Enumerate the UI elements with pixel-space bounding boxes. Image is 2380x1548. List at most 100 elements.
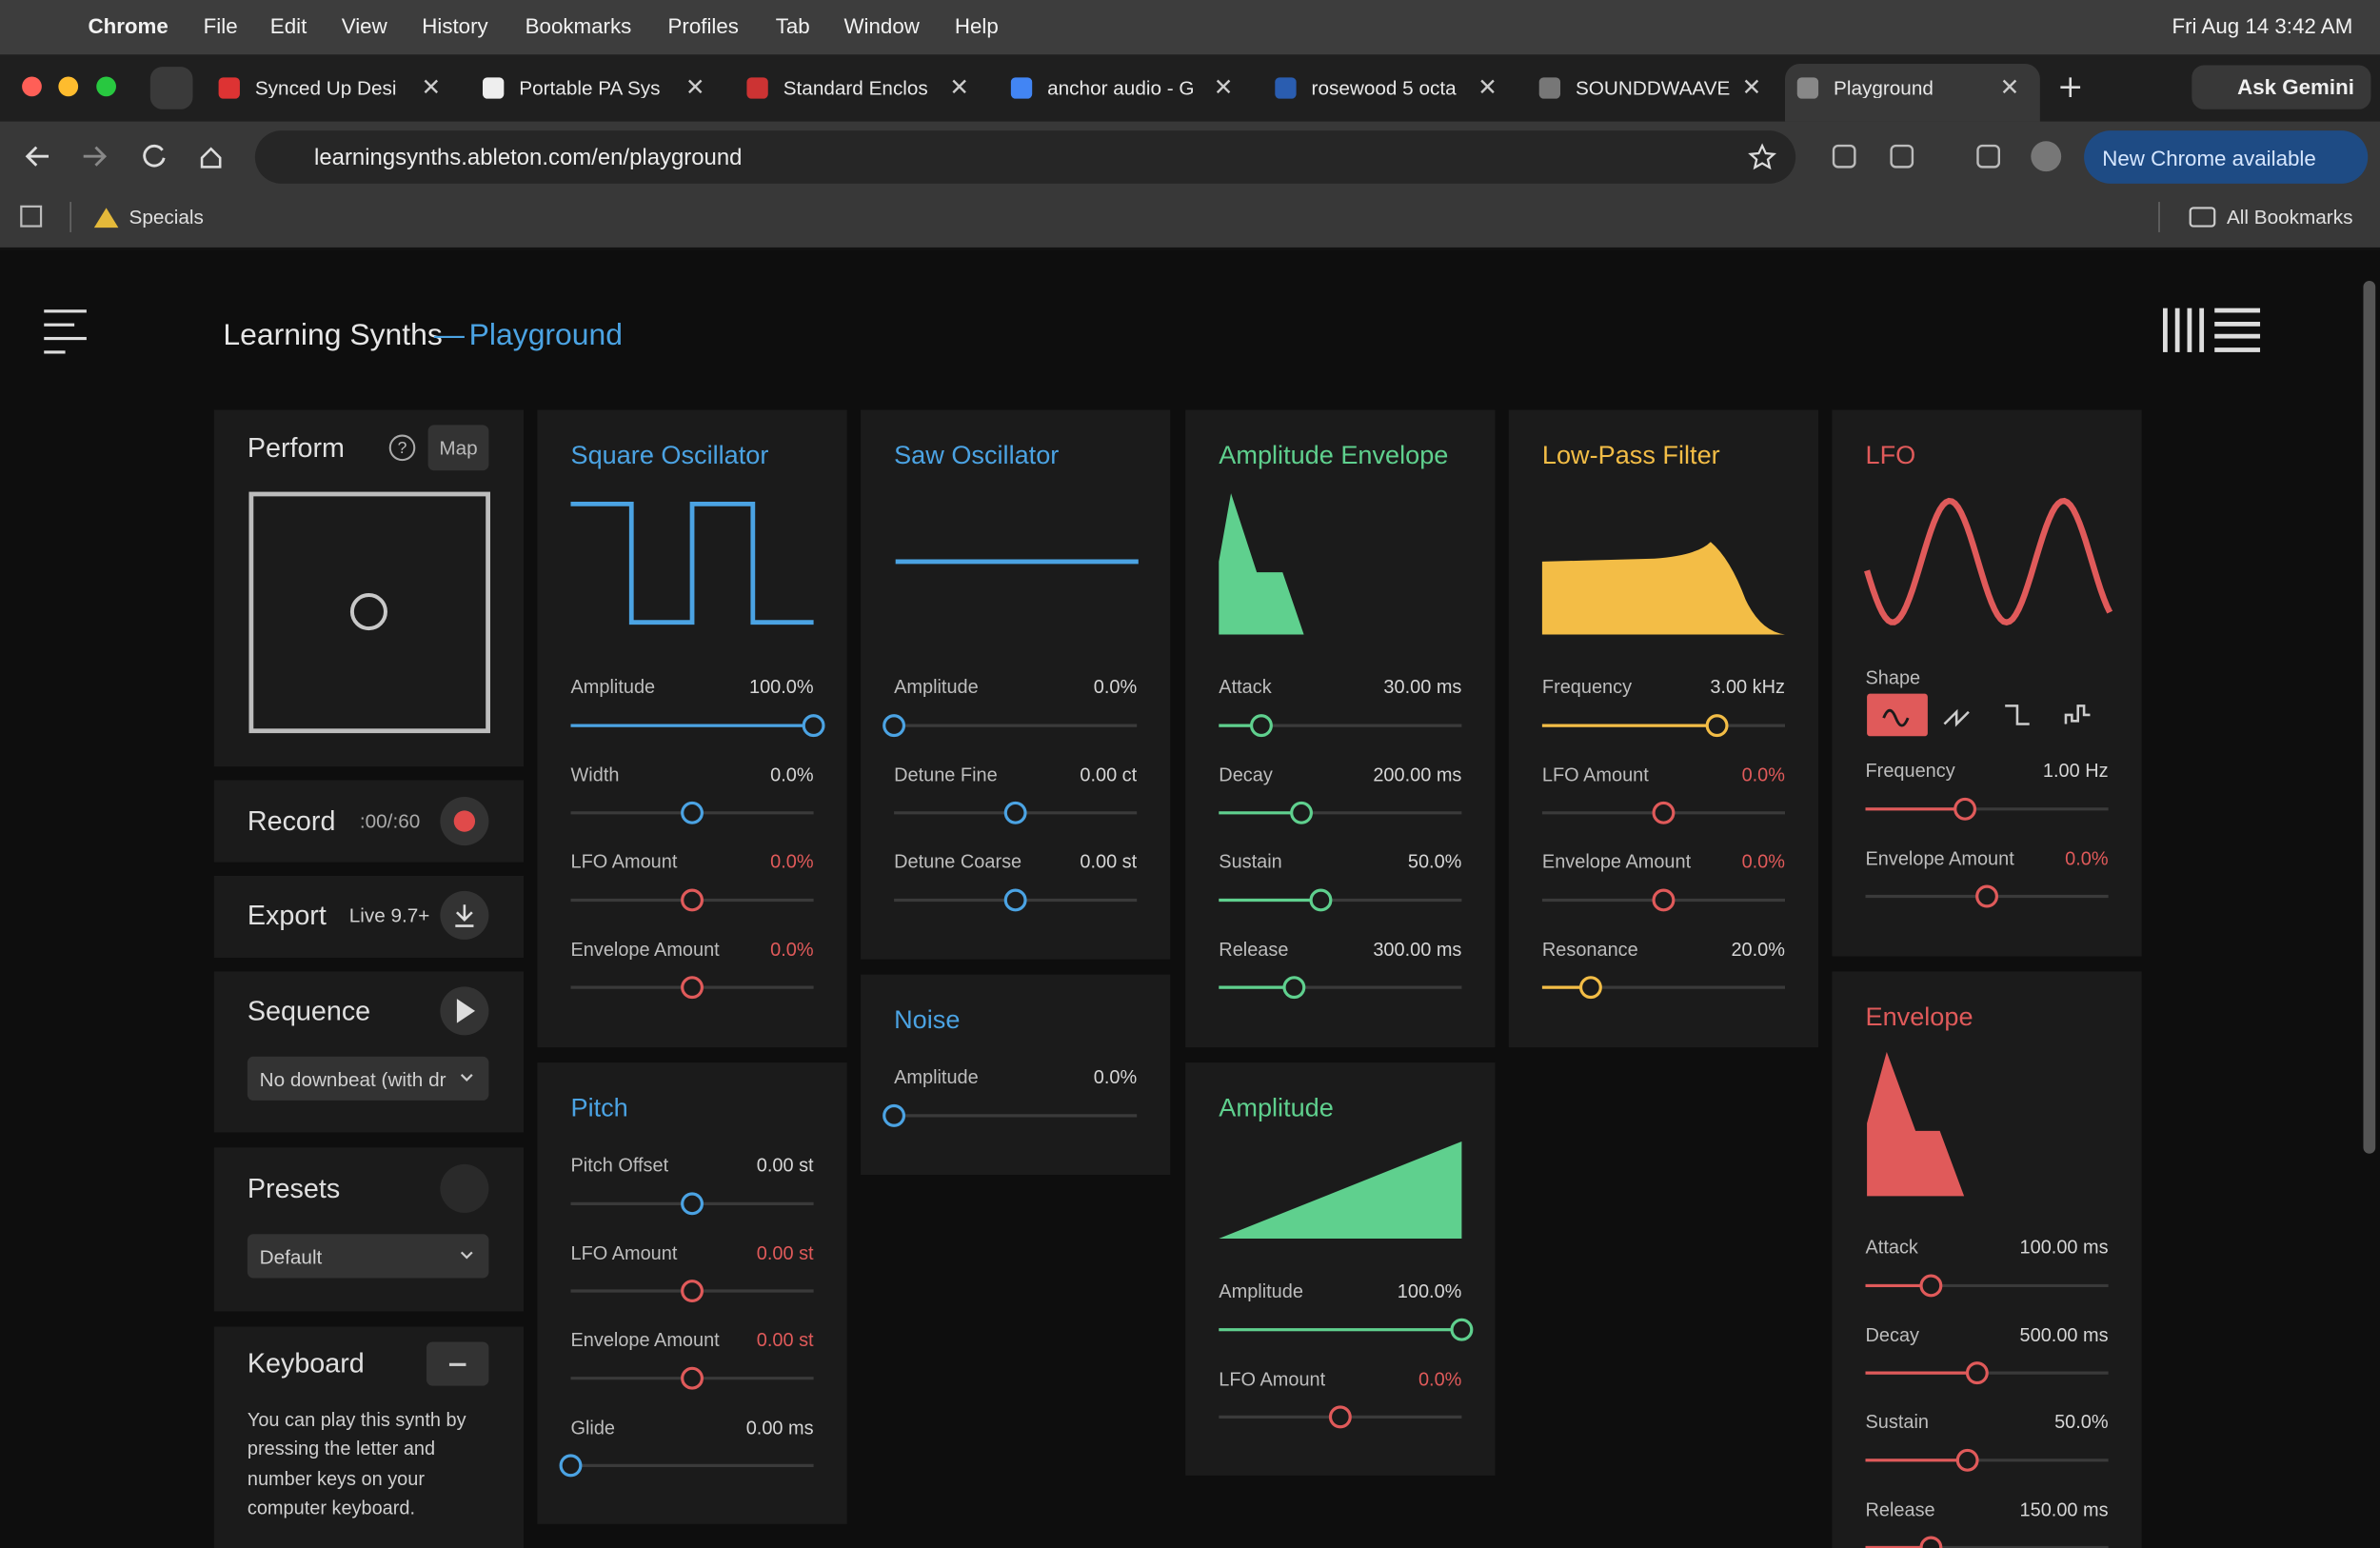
menu-icon-line[interactable] — [44, 350, 66, 354]
slider-knob[interactable] — [1578, 976, 1602, 1000]
url[interactable]: learningsynths.ableton.com/en/playground — [314, 145, 743, 171]
map-button[interactable] — [427, 425, 489, 471]
bookmark-star[interactable] — [1748, 143, 1777, 170]
profile-avatar[interactable] — [2031, 141, 2062, 172]
tab-title[interactable]: rosewood 5 octa — [1311, 78, 1457, 98]
address-pill[interactable] — [254, 130, 1796, 184]
slider-knob[interactable] — [1003, 801, 1027, 824]
slider-knob[interactable] — [681, 1280, 704, 1302]
tab-title[interactable]: SOUNDDWAAVE — [1575, 78, 1731, 98]
new-tab[interactable] — [2060, 77, 2081, 98]
tab-close[interactable] — [688, 79, 703, 94]
tab-title[interactable]: anchor audio - G — [1047, 78, 1195, 98]
slider-knob[interactable] — [1003, 888, 1027, 912]
menu-item[interactable]: Window — [843, 13, 920, 38]
xy-pad[interactable] — [248, 491, 490, 734]
slider-knob[interactable] — [681, 1366, 704, 1390]
forward-button[interactable] — [83, 146, 108, 167]
menu-icon-line[interactable] — [44, 336, 87, 341]
xy-handle[interactable] — [349, 593, 387, 631]
home-button[interactable] — [200, 147, 222, 169]
toolbar-icon[interactable] — [1832, 144, 1856, 169]
slider-knob[interactable] — [1249, 714, 1273, 738]
tab-close[interactable] — [1744, 79, 1759, 94]
param-label: Detune Fine — [894, 764, 998, 785]
menu-icon-line[interactable] — [44, 323, 75, 327]
slider-knob[interactable] — [1965, 1361, 1989, 1385]
shape-button[interactable] — [1867, 693, 1928, 737]
tab-search[interactable] — [149, 67, 193, 109]
slider-knob[interactable] — [1309, 888, 1333, 912]
slider-knob[interactable] — [1328, 1405, 1352, 1429]
param-value: 3.00 kHz — [1710, 676, 1786, 699]
menu-item[interactable]: Help — [954, 13, 999, 38]
slider-knob[interactable] — [1975, 884, 1999, 908]
help-button[interactable] — [388, 434, 416, 462]
gemini-button[interactable] — [2192, 65, 2371, 109]
toolbar-icon[interactable] — [1890, 144, 1914, 169]
tab-title[interactable]: Playground — [1834, 78, 1934, 98]
tab-close[interactable] — [2002, 79, 2017, 94]
menu-item[interactable]: View — [341, 13, 387, 38]
menu-item[interactable]: File — [203, 13, 238, 38]
slider-knob[interactable] — [1282, 976, 1306, 1000]
slider-knob[interactable] — [802, 714, 825, 738]
window-button[interactable] — [58, 76, 79, 97]
toolbar-icon[interactable] — [1976, 144, 2001, 169]
slider-knob[interactable] — [681, 976, 704, 1000]
back-button[interactable] — [25, 146, 50, 167]
reload-button[interactable] — [143, 144, 166, 168]
slider-knob[interactable] — [1919, 1536, 1943, 1548]
select-value[interactable]: No downbeat (with dr — [259, 1069, 446, 1089]
tab-title[interactable]: Synced Up Desi — [254, 78, 397, 98]
map-label[interactable]: Map — [439, 436, 478, 460]
tab-title[interactable]: Portable PA Sys — [519, 78, 661, 98]
slider-knob[interactable] — [559, 1454, 583, 1478]
logo-bar — [2163, 308, 2168, 352]
record-button[interactable] — [453, 810, 476, 832]
slider-knob[interactable] — [883, 1103, 906, 1127]
select-value[interactable]: Default — [259, 1245, 323, 1269]
param-label: Envelope Amount — [1865, 847, 2014, 869]
sequence-select[interactable] — [247, 1056, 489, 1101]
slider-knob[interactable] — [681, 1192, 704, 1216]
slider-knob[interactable] — [681, 801, 704, 824]
slider-knob[interactable] — [1954, 797, 1977, 821]
save-button[interactable] — [440, 1163, 489, 1213]
tab-close[interactable] — [1480, 79, 1495, 94]
slider-knob[interactable] — [883, 714, 906, 738]
header-title: Learning Synths — [223, 318, 443, 352]
all-bookmarks[interactable]: All Bookmarks — [2226, 206, 2353, 228]
tab-close[interactable] — [424, 79, 439, 94]
tab-close[interactable] — [1216, 79, 1231, 94]
slider-knob[interactable] — [1290, 801, 1313, 824]
slider-knob[interactable] — [1652, 801, 1676, 824]
slider-knob[interactable] — [1955, 1448, 1979, 1472]
slider-knob[interactable] — [681, 888, 704, 912]
slider-knob[interactable] — [1450, 1318, 1474, 1341]
gemini-label[interactable]: Ask Gemini — [2237, 74, 2354, 99]
tab-title[interactable]: Standard Enclos — [783, 78, 928, 98]
slider-knob[interactable] — [1919, 1274, 1943, 1298]
bookmark[interactable]: Specials — [129, 206, 204, 228]
tab-close[interactable] — [952, 79, 966, 94]
help-label[interactable]: ? — [397, 439, 407, 458]
menu-item[interactable]: History — [422, 13, 488, 38]
menu-item[interactable]: Profiles — [667, 13, 739, 38]
window-button[interactable] — [22, 76, 42, 97]
window-button[interactable] — [96, 76, 116, 97]
apps-icon[interactable] — [20, 205, 43, 228]
menu-item[interactable]: Bookmarks — [525, 13, 632, 38]
menu-item[interactable]: Tab — [775, 13, 810, 38]
menu-icon-line[interactable] — [44, 309, 87, 313]
menu-item[interactable]: Edit — [269, 13, 307, 38]
slider-knob[interactable] — [1705, 714, 1729, 738]
param-value: 0.0% — [1418, 1367, 1462, 1390]
update-label[interactable]: New Chrome available — [2102, 146, 2316, 170]
param-label: Frequency — [1865, 760, 1955, 782]
param-label: Frequency — [1541, 676, 1633, 699]
update-pill[interactable] — [2084, 130, 2369, 184]
presets-select[interactable] — [247, 1234, 489, 1279]
slider-knob[interactable] — [1652, 888, 1676, 912]
